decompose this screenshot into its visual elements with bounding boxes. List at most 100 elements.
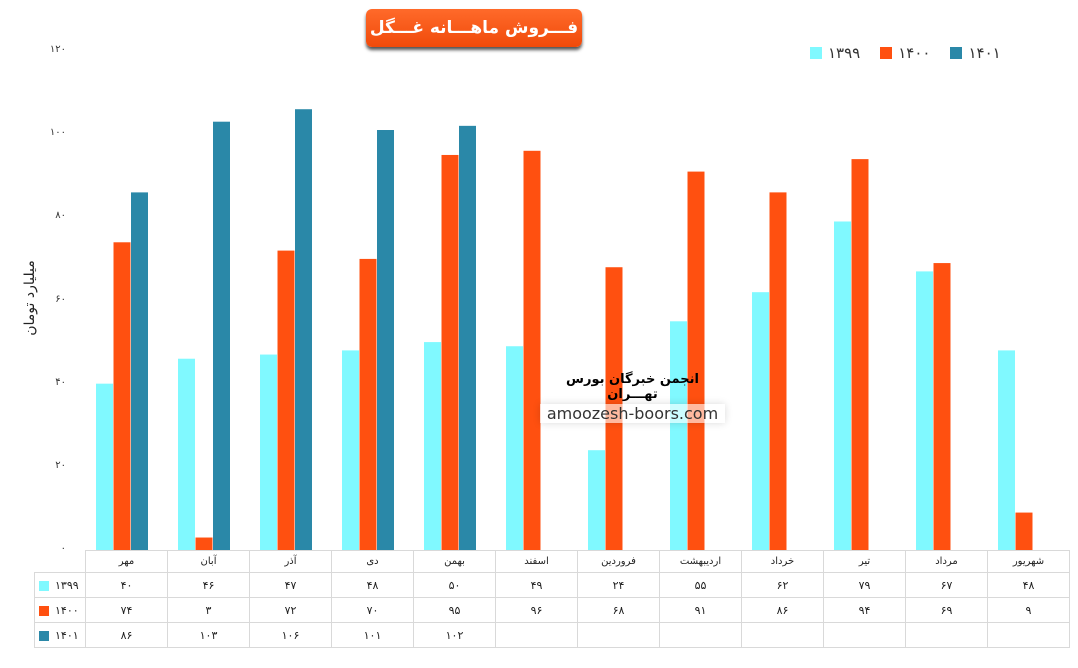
data-cell: ۱۰۳ (167, 622, 250, 648)
series-label: ۱۳۹۹ (34, 572, 86, 598)
bar-۱۴۰۱-آذر (295, 109, 312, 550)
data-cell: ۳ (167, 597, 250, 623)
data-cell: ۸۶ (85, 622, 168, 648)
data-cell: ۶۹ (905, 597, 988, 623)
data-cell: ۱۰۱ (331, 622, 414, 648)
data-cell: ۶۸ (577, 597, 660, 623)
bar-۱۴۰۰-خرداد (769, 192, 787, 550)
y-tick-label: ۶۰ (55, 293, 66, 305)
series-name: ۱۳۹۹ (55, 578, 79, 592)
legend-swatch (39, 605, 49, 616)
bar-۱۳۹۹-مرداد (916, 271, 933, 550)
table-corner (34, 550, 86, 573)
data-cell (741, 622, 824, 648)
bar-۱۳۹۹-بهمن (424, 342, 441, 550)
data-cell: ۷۲ (249, 597, 332, 623)
data-cell: ۷۴ (85, 597, 168, 623)
y-tick-label: ۱۰۰ (49, 127, 66, 139)
legend: ۱۳۹۹ ۱۴۰۰ ۱۴۰۱ (810, 44, 1001, 62)
data-cell (495, 622, 578, 648)
watermark-title: انجمن خبرگان بورس تهـــران (566, 372, 699, 402)
legend-label: ۱۴۰۰ (898, 44, 931, 62)
y-tick-label: ۸۰ (55, 210, 66, 222)
data-cell: ۶۲ (741, 572, 824, 598)
data-cell: ۵۵ (659, 572, 742, 598)
data-cell: ۴۷ (249, 572, 332, 598)
data-cell: ۷۰ (331, 597, 414, 623)
category-label: فروردین (577, 550, 660, 573)
bar-۱۳۹۹-اردیبهشت (670, 321, 687, 550)
legend-swatch (880, 47, 893, 59)
data-cell: ۵۰ (413, 572, 496, 598)
data-cell (659, 622, 742, 648)
category-label: شهریور (987, 550, 1070, 573)
table-header-row: مهر آبان آذر دی بهمن اسفند فروردین اردیبهشت خردا… (34, 550, 1070, 573)
data-cell: ۹۶ (495, 597, 578, 623)
category-label: آذر (249, 550, 332, 573)
category-label: اسفند (495, 550, 578, 573)
bar-۱۴۰۰-آذر (277, 250, 295, 550)
bar-۱۴۰۰-مهر (113, 242, 131, 551)
series-name: ۱۴۰۰ (55, 603, 79, 617)
data-cell: ۴۸ (987, 572, 1070, 598)
bar-۱۴۰۰-اسفند (523, 150, 541, 551)
watermark-url: amoozesh-boors.com (540, 404, 725, 423)
bar-۱۴۰۱-مهر (131, 192, 148, 550)
bar-۱۳۹۹-آبان (178, 358, 195, 550)
data-cell: ۹ (987, 597, 1070, 623)
bar-۱۳۹۹-دی (342, 350, 359, 550)
category-label: بهمن (413, 550, 496, 573)
legend-swatch (810, 47, 822, 59)
bar-۱۴۰۱-دی (377, 130, 394, 550)
legend-item: ۱۴۰۱ (950, 44, 1001, 62)
data-table: مهر آبان آذر دی بهمن اسفند فروردین اردیبهشت خردا… (34, 550, 1070, 648)
data-cell: ۸۶ (741, 597, 824, 623)
category-label: تیر (823, 550, 906, 573)
legend-swatch (39, 580, 49, 591)
legend-swatch (950, 47, 963, 59)
category-label: آبان (167, 550, 250, 573)
table-row: ۱۴۰۱ ۸۶ ۱۰۳ ۱۰۶ ۱۰۱ ۱۰۲ (34, 622, 1070, 648)
table-row: ۱۴۰۰ ۷۴ ۳ ۷۲ ۷۰ ۹۵ ۹۶ ۶۸ ۹۱ ۸۶ ۹۴ ۶۹ ۹ (34, 597, 1070, 623)
y-tick-label: ۱۲۰ (49, 44, 66, 55)
legend-label: ۱۳۹۹ (828, 44, 861, 62)
y-tick-label: ۰ (60, 543, 66, 554)
data-cell: ۹۴ (823, 597, 906, 623)
bar-۱۳۹۹-تیر (834, 221, 851, 550)
data-cell (577, 622, 660, 648)
data-cell: ۴۸ (331, 572, 414, 598)
bar-۱۴۰۰-بهمن (441, 154, 459, 551)
bar-۱۳۹۹-خرداد (752, 292, 769, 550)
bar-۱۴۰۰-تیر (851, 159, 869, 550)
data-cell: ۲۴ (577, 572, 660, 598)
bar-۱۳۹۹-آذر (260, 354, 277, 550)
data-cell: ۷۹ (823, 572, 906, 598)
series-label: ۱۴۰۰ (34, 597, 86, 623)
bar-۱۳۹۹-اسفند (506, 346, 523, 550)
y-tick-label: ۲۰ (55, 459, 66, 471)
bar-۱۴۰۰-مرداد (933, 263, 951, 550)
category-label: اردیبهشت (659, 550, 742, 573)
bar-۱۴۰۰-اردیبهشت (687, 171, 705, 550)
category-label: دی (331, 550, 414, 573)
y-tick-label: ۴۰ (55, 376, 66, 388)
bar-۱۳۹۹-فروردین (588, 450, 605, 550)
bar-۱۳۹۹-شهریور (998, 350, 1015, 550)
series-label: ۱۴۰۱ (34, 622, 86, 648)
table-row: ۱۳۹۹ ۴۰ ۴۶ ۴۷ ۴۸ ۵۰ ۴۹ ۲۴ ۵۵ ۶۲ ۷۹ ۶۷ ۴۸ (34, 572, 1070, 598)
bar-۱۴۰۰-دی (359, 258, 377, 550)
data-cell: ۶۷ (905, 572, 988, 598)
data-cell: ۴۹ (495, 572, 578, 598)
data-cell (987, 622, 1070, 648)
legend-item: ۱۳۹۹ (810, 44, 860, 62)
data-cell: ۴۶ (167, 572, 250, 598)
bar-۱۴۰۱-آبان (213, 121, 230, 551)
chart-title: فـــروش ماهـــانه غـــگل (366, 9, 582, 47)
data-cell: ۴۰ (85, 572, 168, 598)
data-cell (823, 622, 906, 648)
category-label: مرداد (905, 550, 988, 573)
data-cell: ۱۰۶ (249, 622, 332, 648)
bar-۱۳۹۹-مهر (96, 383, 113, 550)
